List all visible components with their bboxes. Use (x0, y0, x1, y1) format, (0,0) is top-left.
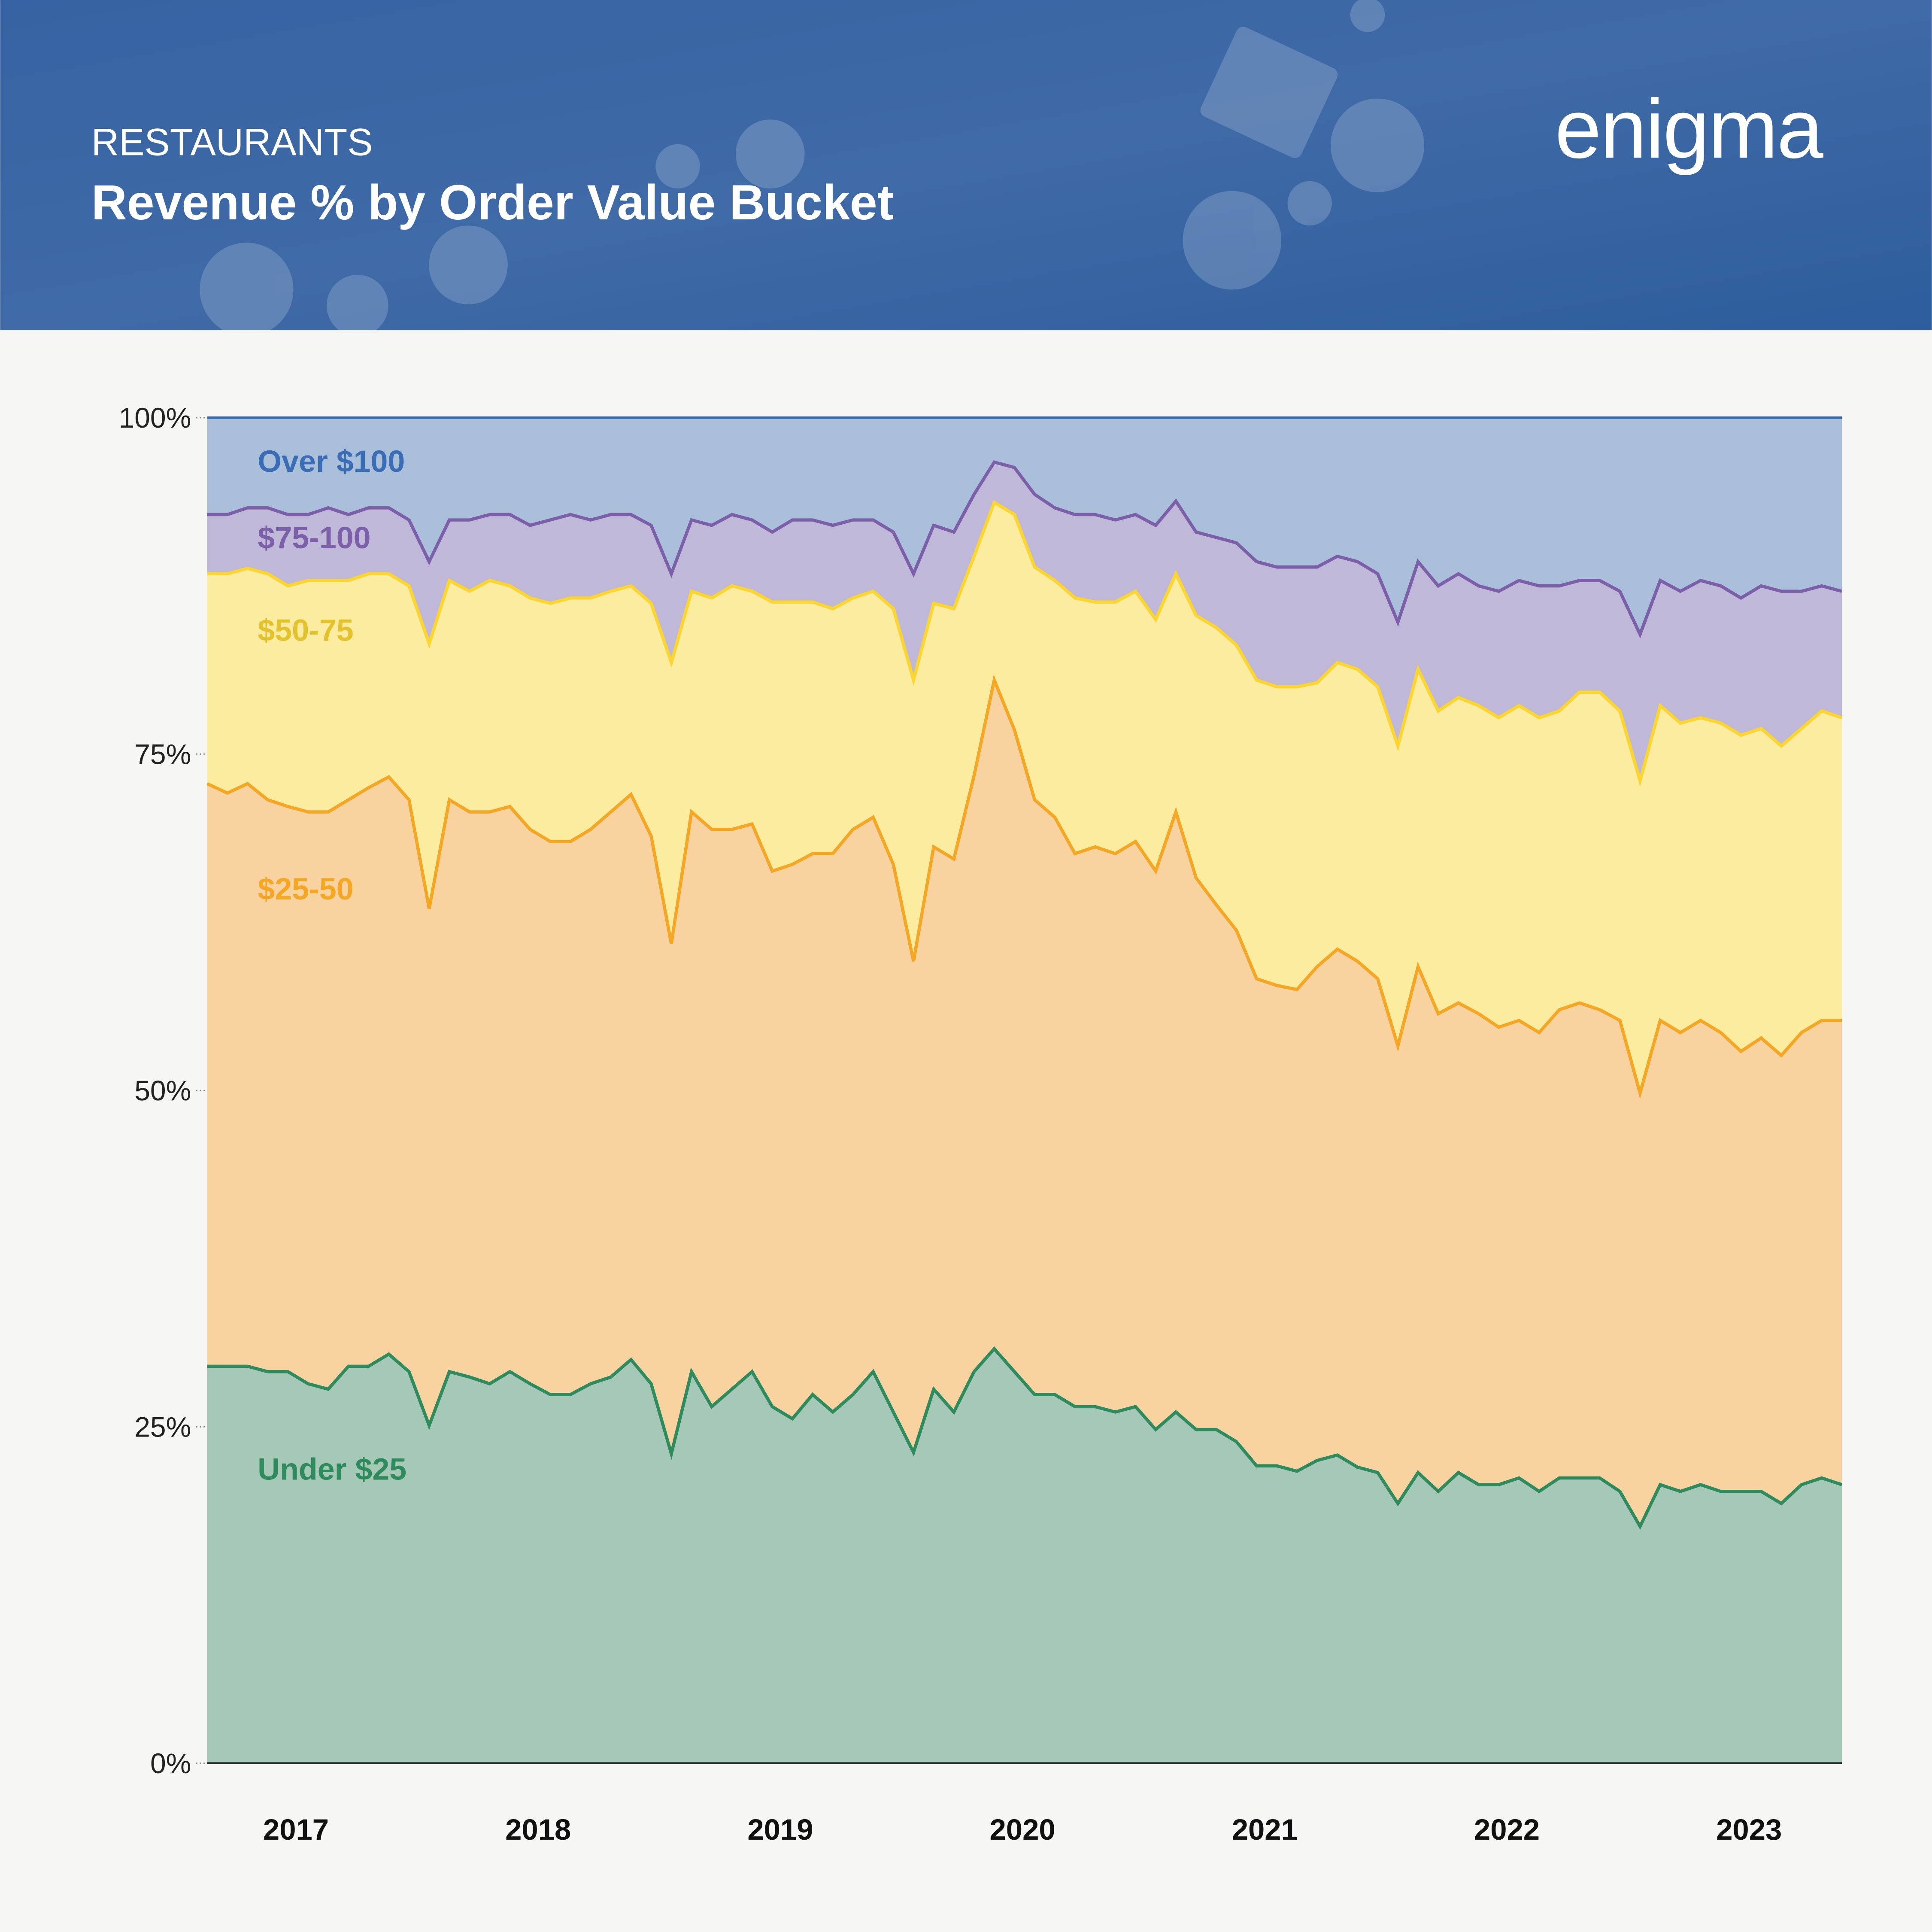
x-tick-label: 2023 (1716, 1813, 1782, 1846)
area-over-100 (207, 417, 1842, 635)
line-50-75 (207, 500, 1843, 787)
x-axis: 2017 2018 2019 2020 2021 2022 2023 (263, 1813, 1782, 1846)
series-label-under-25: Under $25 (258, 1452, 406, 1487)
line-under-25 (207, 1346, 1843, 1530)
series-label-25-50: $25-50 (258, 872, 353, 906)
x-tick-label: 2019 (747, 1813, 813, 1846)
y-tick-label: 50% (134, 1075, 191, 1106)
area-under-25 (207, 1349, 1842, 1763)
line-75-100 (207, 460, 1842, 639)
x-tick-label: 2021 (1232, 1813, 1298, 1846)
area-25-50 (207, 680, 1842, 1527)
y-tick-label: 75% (134, 738, 191, 770)
y-tick-label: 25% (134, 1411, 191, 1443)
area-50-75 (207, 502, 1842, 1094)
header-background (0, 0, 1932, 331)
plot-area (206, 416, 1843, 1764)
series-label-75-100: $75-100 (258, 521, 370, 555)
header-photo-texture (200, 0, 1425, 337)
line-25-50 (206, 674, 1842, 1100)
enigma-logo: enigma (1555, 82, 1823, 176)
x-tick-label: 2017 (263, 1813, 329, 1846)
y-tick-label: 100% (119, 402, 191, 434)
x-tick-label: 2018 (505, 1813, 571, 1846)
x-tick-label: 2020 (990, 1813, 1055, 1846)
area-75-100 (207, 462, 1842, 781)
x-tick-label: 2022 (1474, 1813, 1540, 1846)
series-label-over-100: Over $100 (258, 444, 405, 479)
header-category: RESTAURANTS (91, 121, 373, 164)
y-axis: 0% 25% 50% 75% 100% (119, 402, 205, 1779)
page-title: Revenue % by Order Value Bucket (91, 175, 894, 230)
series-labels: Under $25 $25-50 $50-75 $75-100 Over $100 (258, 444, 406, 1487)
series-label-50-75: $50-75 (258, 613, 353, 647)
header-banner: RESTAURANTS Revenue % by Order Value Buc… (0, 0, 1932, 337)
y-tick-label: 0% (150, 1747, 191, 1779)
